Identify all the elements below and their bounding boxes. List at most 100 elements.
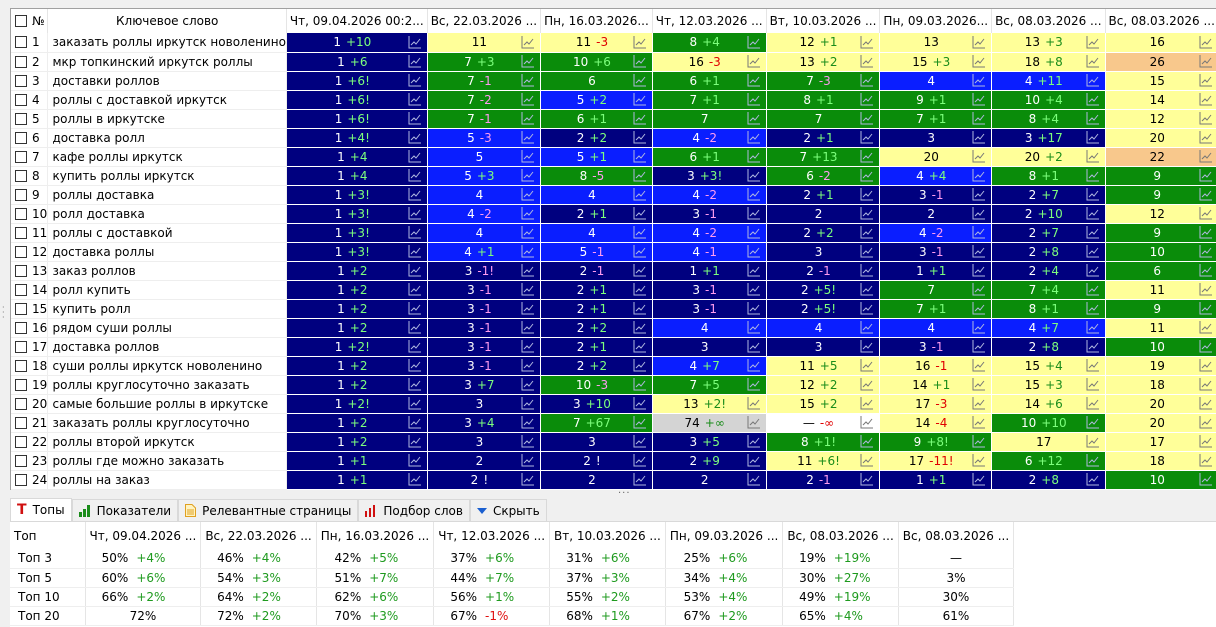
position-cell[interactable]: 2 +7 [991,185,1106,205]
chart-line-icon[interactable] [1199,74,1216,87]
position-cell[interactable]: 18 +8 [991,52,1106,72]
chart-line-icon[interactable] [633,416,652,429]
chart-line-icon[interactable] [1086,55,1104,68]
row-checkbox[interactable] [15,150,27,163]
chart-line-icon[interactable] [1199,150,1216,163]
chart-line-icon[interactable] [1199,188,1216,201]
position-cell[interactable]: 9 +8! [879,432,993,452]
table-row[interactable]: 15 купить ролл 1 +2 3 -1 2 +1 3 -1 2 +5! 7 +1 8 +1 9 [11,299,1216,319]
table-row[interactable]: 14 ролл купить 1 +2 3 -1 2 +1 3 -1 2 +5! 7 7 +4 11 [11,280,1216,300]
row-checkbox[interactable] [15,131,27,144]
chart-line-icon[interactable] [633,340,652,353]
chart-line-icon[interactable] [972,435,991,448]
chart-line-icon[interactable] [1086,340,1104,353]
position-cell[interactable]: 7 +5 [652,375,767,395]
date-column-header[interactable]: Чт, 09.04.2026 00:2... [286,9,428,33]
chart-line-icon[interactable] [521,340,539,353]
position-cell[interactable]: 6 +1 [540,109,653,129]
chart-line-icon[interactable] [408,93,427,106]
row-checkbox[interactable] [15,454,27,467]
position-cell[interactable]: 2 +7 [991,223,1106,243]
chart-line-icon[interactable] [747,264,766,277]
position-cell[interactable]: 10 +4 [991,90,1106,110]
chart-line-icon[interactable] [633,321,652,334]
chart-line-icon[interactable] [408,302,427,315]
position-cell[interactable]: 2 +10 [991,204,1106,224]
chart-line-icon[interactable] [521,397,539,410]
position-cell[interactable]: 1 +2 [286,375,428,395]
position-cell[interactable]: 1 +4 [286,166,428,186]
position-cell[interactable]: 74 +∞ [652,413,767,433]
chart-line-icon[interactable] [747,397,766,410]
table-row[interactable]: 9 роллы доставка 1 +3! 4 4 4 -2 2 +1 3 -1 2 +7 9 [11,185,1216,205]
position-cell[interactable]: 1 +3! [286,204,428,224]
position-cell[interactable]: 1 +6! [286,90,428,110]
chart-line-icon[interactable] [521,264,539,277]
chart-line-icon[interactable] [1199,207,1216,220]
position-cell[interactable]: 7 +1 [652,90,767,110]
table-row[interactable]: 18 суши роллы иркутск новоленино 1 +2 3 -1 2 +2… [11,356,1216,376]
position-cell[interactable]: 22 [1105,147,1216,167]
row-checkbox[interactable] [15,207,27,220]
table-row[interactable]: 6 доставка ролл 1 +4! 5 -3 2 +2 4 -2 2 +1 3 3 +17 20 [11,128,1216,148]
position-cell[interactable]: 1 +6! [286,71,428,91]
position-cell[interactable]: 7 [652,109,767,129]
position-cell[interactable]: 2 [879,204,993,224]
position-cell[interactable]: 12 [1105,204,1216,224]
chart-line-icon[interactable] [972,245,991,258]
row-checkbox[interactable] [15,397,27,410]
chart-line-icon[interactable] [860,245,879,258]
chart-line-icon[interactable] [1086,131,1104,144]
position-cell[interactable]: 13 +3 [991,33,1106,53]
left-splitter-handle[interactable]: · · · [2,303,5,322]
chart-line-icon[interactable] [633,169,652,182]
chart-line-icon[interactable] [747,207,766,220]
position-cell[interactable]: 17 [1105,432,1216,452]
position-cell[interactable]: 6 +1 [652,71,767,91]
position-cell[interactable]: 4 [427,223,542,243]
chart-line-icon[interactable] [633,397,652,410]
position-cell[interactable]: 2 +1 [540,337,653,357]
chart-line-icon[interactable] [521,378,539,391]
position-cell[interactable]: 12 [1105,109,1216,129]
position-cell[interactable]: 1 +10 [286,33,428,53]
chart-line-icon[interactable] [860,283,879,296]
chart-line-icon[interactable] [1086,378,1104,391]
row-checkbox[interactable] [15,359,27,372]
tab-hide[interactable]: Скрыть [469,499,547,521]
chart-line-icon[interactable] [747,74,766,87]
chart-line-icon[interactable] [860,169,879,182]
position-cell[interactable]: 2 -1 [766,261,881,281]
date-column-header[interactable]: Вс, 22.03.2026 ... [427,9,542,33]
position-cell[interactable]: 3 -1! [427,261,542,281]
chart-line-icon[interactable] [860,435,879,448]
row-checkbox[interactable] [15,169,27,182]
table-row[interactable]: 4 роллы с доставкой иркутск 1 +6! 7 -2 5 +2 7 +1 8… [11,90,1216,110]
position-cell[interactable]: 14 [1105,90,1216,110]
chart-line-icon[interactable] [408,435,427,448]
position-cell[interactable]: 2 -1 [766,470,881,490]
position-cell[interactable]: 4 +4 [879,166,993,186]
position-cell[interactable]: 9 [1105,299,1216,319]
row-checkbox[interactable] [15,302,27,315]
chart-line-icon[interactable] [633,131,652,144]
chart-line-icon[interactable] [408,169,427,182]
position-cell[interactable]: 3 +7 [427,375,542,395]
chart-line-icon[interactable] [408,131,427,144]
position-cell[interactable]: 7 [879,280,993,300]
chart-line-icon[interactable] [860,321,879,334]
position-cell[interactable]: 20 +2 [991,147,1106,167]
chart-line-icon[interactable] [1199,473,1216,486]
position-cell[interactable]: 2 +5! [766,280,881,300]
position-cell[interactable]: 10 [1105,470,1216,490]
chart-line-icon[interactable] [972,188,991,201]
position-cell[interactable]: 18 [1105,375,1216,395]
chart-line-icon[interactable] [860,150,879,163]
row-checkbox[interactable] [15,93,27,106]
chart-line-icon[interactable] [1199,264,1216,277]
tops-date-header[interactable]: Пн, 16.03.2026 ... [316,522,435,549]
chart-line-icon[interactable] [747,321,766,334]
chart-line-icon[interactable] [747,35,766,49]
position-cell[interactable]: 4 +11 [991,71,1106,91]
position-cell[interactable]: 1 +1 [286,470,428,490]
